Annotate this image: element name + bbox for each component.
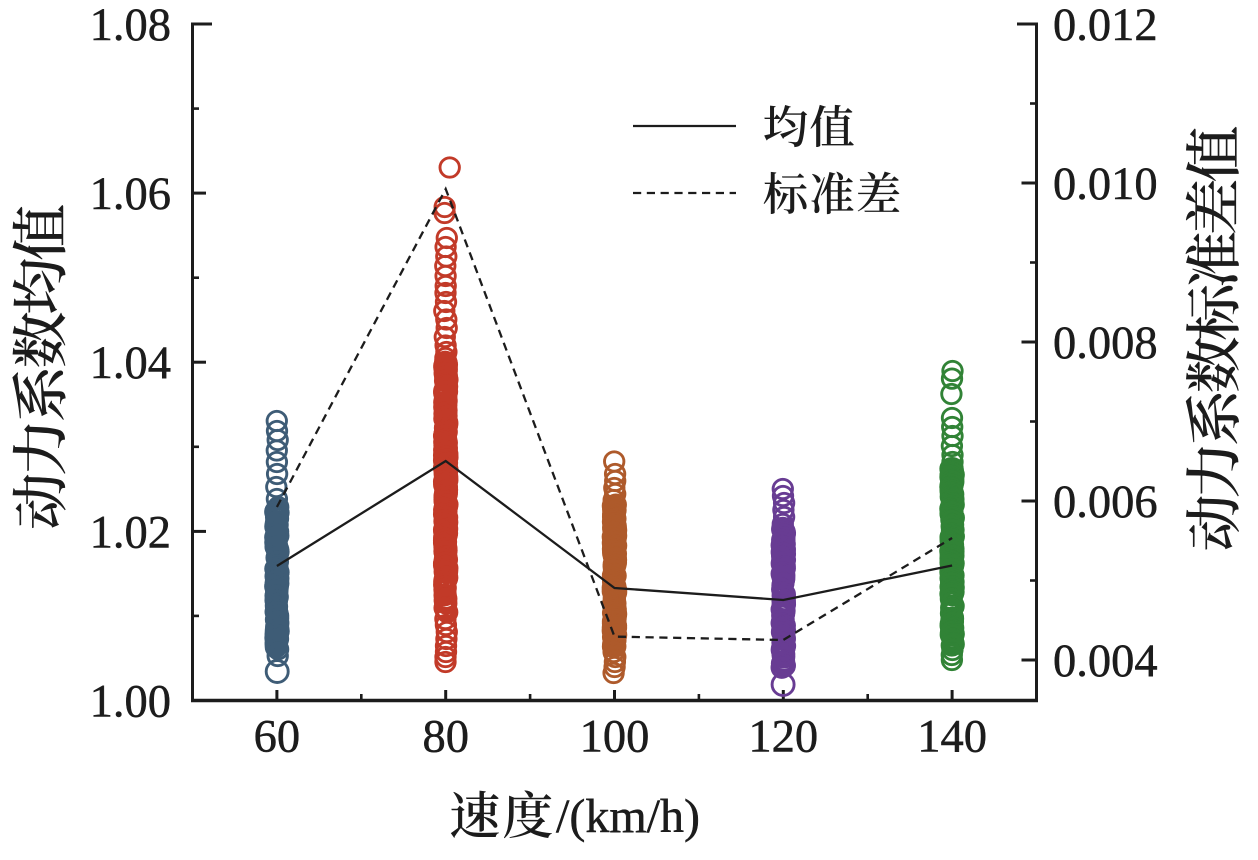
svg-text:1.06: 1.06 [90, 169, 171, 220]
svg-text:1.04: 1.04 [90, 338, 171, 389]
svg-text:0.004: 0.004 [1053, 636, 1158, 687]
svg-text:100: 100 [580, 712, 650, 763]
svg-text:1.02: 1.02 [90, 507, 171, 558]
svg-text:1.08: 1.08 [90, 0, 171, 51]
svg-text:0.012: 0.012 [1053, 0, 1158, 51]
svg-text:60: 60 [254, 712, 301, 763]
svg-text:0.006: 0.006 [1053, 477, 1158, 528]
svg-text:0.010: 0.010 [1053, 159, 1158, 210]
svg-text:/(km/h): /(km/h) [556, 790, 700, 843]
svg-text:80: 80 [422, 712, 469, 763]
svg-text:1.00: 1.00 [90, 677, 171, 728]
svg-text:140: 140 [917, 712, 987, 763]
svg-text:120: 120 [748, 712, 818, 763]
svg-text:0.008: 0.008 [1053, 318, 1158, 369]
